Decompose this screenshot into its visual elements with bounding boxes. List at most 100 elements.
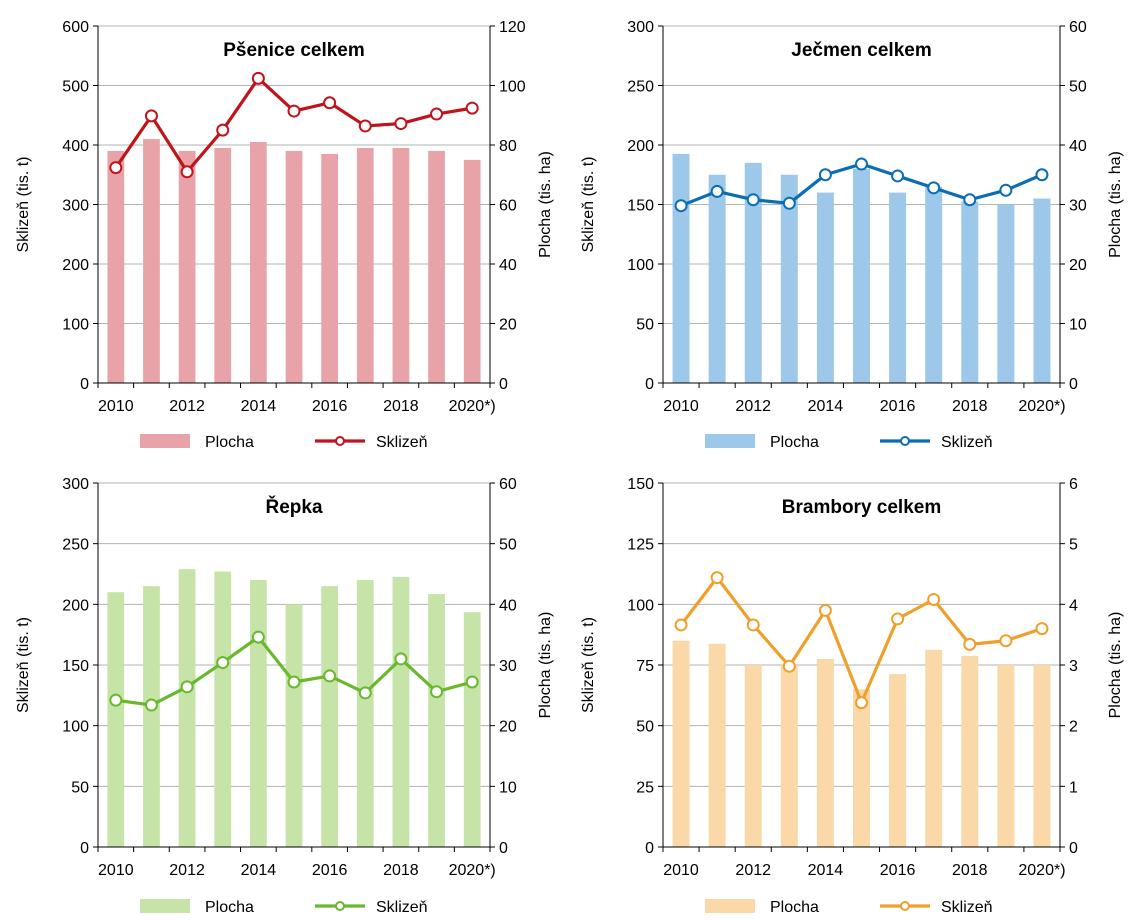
y-right-tick-label: 20: [499, 317, 517, 334]
y-left-tick-label: 100: [627, 597, 654, 614]
point-sklizen: [430, 107, 444, 121]
line-sklizen: [679, 576, 1043, 705]
point-sklizen: [465, 675, 479, 689]
point-sklizen: [927, 592, 941, 606]
y-right-axis-title: Plocha (tis. ha): [1107, 151, 1124, 258]
bar-plocha: [744, 162, 762, 383]
y-left-tick-label: 200: [62, 257, 89, 274]
point-sklizen: [710, 184, 724, 198]
x-tick-label: 2010: [98, 398, 134, 415]
point-sklizen: [855, 696, 868, 710]
point-sklizen: [251, 630, 265, 644]
y-left-tick-label: 100: [62, 719, 89, 736]
y-right-tick-label: 60: [499, 198, 517, 215]
point-sklizen: [674, 199, 688, 213]
y-left-axis-title: Sklizeň (tis. t): [580, 617, 597, 713]
bar-plocha: [214, 147, 232, 383]
y-right-tick-label: 2: [1069, 719, 1078, 736]
bar-plocha: [853, 689, 870, 847]
legend: Plocha Sklizeň: [705, 434, 993, 451]
chart-title: Pšenice celkem: [223, 40, 365, 61]
bar-plocha: [708, 174, 726, 383]
point-sklizen: [710, 571, 724, 585]
bar-plocha: [214, 571, 232, 847]
y-right-tick-label: 40: [499, 257, 517, 274]
x-tick-label: 2014: [808, 862, 844, 879]
legend: Plocha Sklizeň: [140, 434, 428, 451]
x-tick-label: 2020*): [1018, 862, 1065, 879]
y-left-tick-label: 0: [645, 840, 654, 857]
y-left-tick-label: 200: [627, 138, 654, 155]
y-left-axis-title: Sklizeň (tis. t): [15, 156, 32, 252]
point-sklizen: [818, 603, 832, 617]
bar-plocha: [780, 665, 798, 847]
point-sklizen: [963, 193, 977, 207]
point-sklizen: [394, 652, 408, 666]
point-sklizen: [287, 104, 301, 118]
x-tick-label: 2012: [735, 862, 771, 879]
point-sklizen: [782, 196, 796, 210]
bar-plocha: [1033, 665, 1051, 847]
point-sklizen: [144, 698, 158, 712]
x-tick-label: 2010: [98, 862, 134, 879]
bar-plocha: [107, 150, 125, 383]
x-tick-label: 2016: [312, 398, 348, 415]
y-right-tick-label: 20: [499, 719, 517, 736]
legend-label-sklizen: Sklizeň: [941, 899, 993, 916]
y-right-tick-label: 40: [1069, 138, 1087, 155]
y-left-tick-label: 125: [627, 537, 654, 554]
point-sklizen: [891, 612, 905, 626]
point-sklizen: [109, 161, 123, 175]
y-left-axis-title: Sklizeň (tis. t): [15, 617, 32, 713]
chart-panel: 0 0 50 10 100 20 150 30 200 40 250 50 300 60 2010 2012 2…: [580, 19, 1124, 451]
y-left-tick-label: 150: [627, 476, 654, 493]
bar-plocha: [392, 147, 410, 383]
x-tick-label: 2014: [241, 862, 277, 879]
y-left-tick-label: 150: [627, 198, 654, 215]
bar-plocha: [961, 655, 979, 847]
y-left-tick-label: 100: [627, 257, 654, 274]
point-sklizen: [818, 168, 832, 182]
y-right-tick-label: 30: [499, 658, 517, 675]
y-left-tick-label: 75: [636, 658, 654, 675]
bar-plocha: [744, 665, 762, 847]
legend-label-sklizen: Sklizeň: [941, 434, 993, 451]
chart-title: Brambory celkem: [782, 497, 941, 518]
y-left-tick-label: 0: [80, 376, 89, 393]
legend-marker-sklizen: [335, 436, 345, 446]
bar-plocha: [1033, 198, 1051, 383]
bar-plocha: [672, 153, 690, 383]
y-left-tick-label: 50: [71, 779, 89, 796]
bar-plocha: [143, 139, 160, 383]
bar-plocha: [672, 640, 690, 847]
x-tick-label: 2018: [383, 398, 419, 415]
bar-plocha: [143, 586, 160, 847]
y-right-tick-label: 60: [499, 476, 517, 493]
x-tick-label: 2016: [312, 862, 348, 879]
y-left-tick-label: 0: [645, 376, 654, 393]
y-right-axis-title: Plocha (tis. ha): [537, 612, 554, 719]
y-right-tick-label: 6: [1069, 476, 1078, 493]
bar-plocha: [321, 153, 339, 383]
point-sklizen: [855, 157, 868, 171]
point-sklizen: [180, 165, 194, 179]
x-tick-label: 2020*): [449, 398, 496, 415]
y-right-tick-label: 10: [499, 779, 517, 796]
bar-plocha: [925, 649, 943, 847]
y-left-tick-label: 300: [62, 198, 89, 215]
legend-label-plocha: Plocha: [770, 899, 819, 916]
point-sklizen: [891, 169, 905, 183]
legend-marker-sklizen: [335, 901, 345, 911]
bar-plocha: [997, 665, 1015, 847]
y-right-tick-label: 3: [1069, 658, 1078, 675]
y-right-tick-label: 80: [499, 138, 517, 155]
chart-title: Ječmen celkem: [791, 40, 932, 61]
y-left-tick-label: 200: [62, 597, 89, 614]
point-sklizen: [465, 101, 479, 115]
x-tick-label: 2014: [241, 398, 277, 415]
legend-swatch-plocha: [705, 434, 755, 448]
point-sklizen: [216, 656, 230, 670]
y-left-tick-label: 500: [62, 79, 89, 96]
point-sklizen: [358, 119, 372, 133]
